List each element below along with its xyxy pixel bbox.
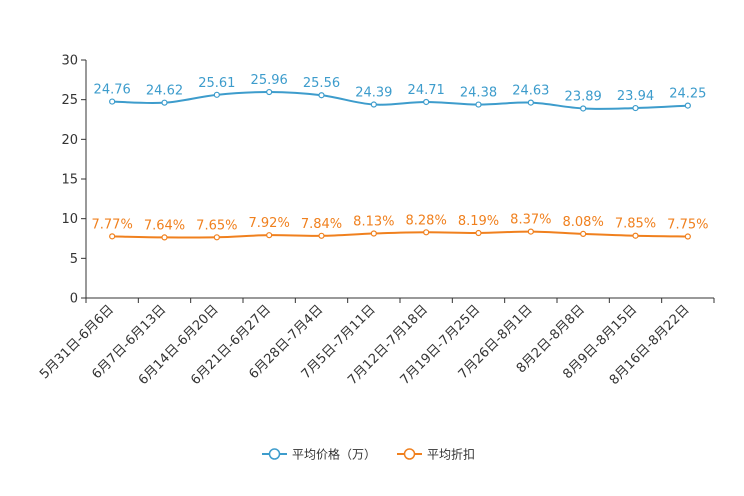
legend-label: 平均价格（万） — [292, 447, 376, 462]
data-point — [475, 101, 482, 108]
data-label: 8.19% — [458, 214, 499, 229]
data-point — [423, 229, 430, 236]
legend-label: 平均折扣 — [427, 447, 475, 462]
legend-item-1[interactable]: 平均折扣 — [397, 447, 475, 462]
data-point — [580, 230, 587, 237]
data-label: 24.76 — [94, 83, 131, 98]
data-point — [213, 91, 220, 98]
legend-item-0[interactable]: 平均价格（万） — [262, 447, 376, 462]
data-point — [318, 232, 325, 239]
data-point — [684, 102, 691, 109]
data-label: 7.75% — [667, 218, 708, 233]
y-tick-label: 10 — [61, 212, 78, 227]
data-point — [161, 234, 168, 241]
data-point — [684, 233, 691, 240]
data-point — [318, 92, 325, 99]
data-label: 24.25 — [669, 87, 706, 102]
data-point — [266, 88, 273, 96]
y-tick-label: 20 — [61, 133, 78, 148]
data-label: 7.77% — [92, 217, 133, 232]
data-point — [370, 101, 377, 108]
data-point — [109, 98, 116, 105]
data-label: 25.56 — [303, 76, 340, 91]
data-point — [632, 232, 639, 239]
legend-marker-icon — [268, 448, 281, 460]
data-label: 7.92% — [249, 216, 290, 231]
data-label: 7.84% — [301, 217, 342, 232]
y-tick-label: 25 — [61, 93, 78, 108]
data-label: 8.08% — [563, 215, 604, 230]
legend-marker-icon — [403, 448, 416, 460]
data-point — [109, 233, 116, 240]
data-label: 8.13% — [353, 215, 394, 230]
data-point — [580, 105, 587, 112]
data-label: 25.96 — [251, 73, 288, 88]
data-label: 7.85% — [615, 217, 656, 232]
series-line-1 — [112, 230, 688, 239]
data-point — [632, 104, 639, 112]
data-point — [475, 229, 482, 237]
data-label: 7.65% — [196, 218, 237, 233]
data-label: 24.62 — [146, 84, 183, 99]
data-label: 8.28% — [406, 213, 447, 228]
y-tick-label: 15 — [61, 173, 78, 188]
data-label: 23.89 — [565, 89, 602, 104]
series-line-0 — [112, 91, 688, 110]
data-point — [423, 98, 430, 106]
data-label: 7.64% — [144, 218, 185, 233]
data-label: 24.71 — [408, 83, 445, 98]
data-labels: 24.76 24.62 25.61 25.96 25.56 24.39 24.71 24.38… — [92, 73, 709, 233]
y-tick-label: 30 — [61, 54, 78, 69]
data-point — [370, 230, 377, 237]
y-tick-label: 0 — [70, 292, 78, 307]
data-label: 8.37% — [510, 213, 551, 228]
y-tick-label: 5 — [70, 252, 78, 267]
series-layer — [109, 88, 691, 241]
data-label: 24.63 — [512, 84, 549, 99]
data-label: 25.61 — [198, 76, 235, 91]
legend[interactable]: 平均价格（万） 平均折扣 — [262, 447, 475, 462]
data-point — [527, 228, 534, 235]
data-point — [527, 99, 534, 106]
data-point — [161, 99, 168, 106]
data-point — [266, 232, 273, 239]
data-point — [213, 234, 220, 241]
data-label: 24.39 — [355, 86, 392, 101]
data-label: 23.94 — [617, 89, 654, 104]
data-label: 24.38 — [460, 86, 497, 101]
